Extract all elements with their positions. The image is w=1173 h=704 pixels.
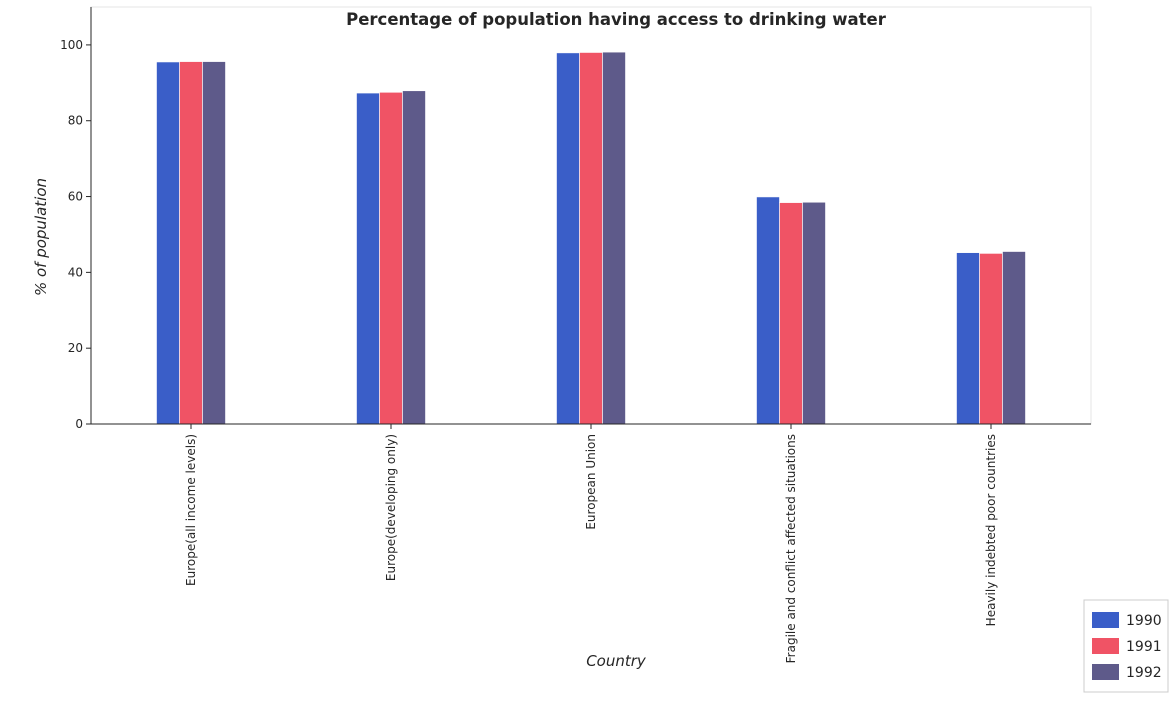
bar-1992-3	[802, 201, 826, 425]
bar-1991-1	[379, 91, 403, 425]
bar-1990-1	[356, 92, 380, 425]
bar-1990-3	[756, 196, 780, 425]
legend-swatch-1990	[1092, 612, 1119, 628]
y-axis-label: % of population	[32, 178, 50, 296]
bar-1990-4	[956, 252, 980, 425]
bar-1992-0	[202, 61, 226, 425]
y-tick-label: 40	[68, 265, 83, 279]
legend-label: 1992	[1126, 665, 1162, 681]
bar-1991-3	[779, 202, 803, 425]
y-tick-label: 80	[68, 114, 83, 128]
y-tick-label: 0	[75, 417, 83, 431]
legend-label: 1991	[1126, 639, 1162, 655]
bar-1991-0	[179, 61, 203, 425]
x-tick-label: Fragile and conflict affected situations	[784, 434, 798, 663]
y-tick-label: 20	[68, 341, 83, 355]
x-tick-label: European Union	[584, 434, 598, 530]
legend: 1990 1991 1992	[1083, 599, 1169, 693]
y-tick-label: 100	[60, 38, 83, 52]
legend-label: 1990	[1126, 613, 1162, 629]
x-axis-label: Country	[586, 652, 647, 670]
x-tick-label: Europe(developing only)	[384, 434, 398, 581]
bar-1990-0	[156, 61, 180, 425]
bar-1991-2	[579, 52, 603, 425]
x-tick-label: Europe(all income levels)	[184, 434, 198, 586]
legend-swatch-1991	[1092, 638, 1119, 654]
x-tick-label: Heavily indebted poor countries	[984, 434, 998, 626]
bar-1991-4	[979, 253, 1003, 425]
bars	[156, 51, 1026, 425]
chart-title: Percentage of population having access t…	[346, 10, 887, 29]
x-axis: Europe(all income levels) Europe(developi…	[91, 423, 1091, 663]
y-axis: 0 20 40 60 80 100	[60, 7, 92, 431]
bar-1990-2	[556, 52, 580, 425]
bar-1992-1	[402, 90, 426, 425]
y-tick-label: 60	[68, 190, 83, 204]
bar-1992-2	[602, 51, 626, 425]
legend-swatch-1992	[1092, 664, 1119, 680]
bar-1992-4	[1002, 251, 1026, 425]
